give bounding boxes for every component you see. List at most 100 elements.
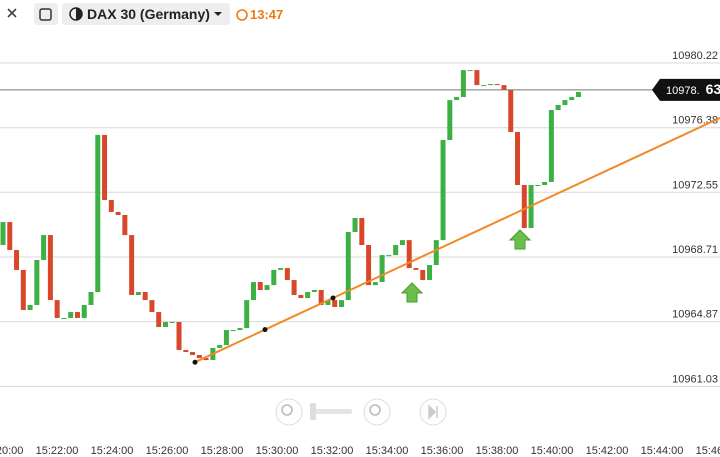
candle-body [162,321,168,328]
candle-body [440,140,446,241]
candle-body [196,355,202,359]
candle-body [508,89,514,132]
candle-body [372,282,378,286]
candle-body [386,255,392,257]
candle-body [494,84,500,86]
current-price-label: 10978. 63 [666,81,720,97]
candle-body [169,321,175,323]
candle-body [535,185,541,187]
candle-body [0,222,6,245]
candle-body [406,240,412,269]
candle-body [230,330,236,332]
layout-icon [39,8,52,21]
candle-body [108,200,114,212]
candle-body [284,268,290,281]
x-tick-label: 15:26:00 [146,445,189,457]
x-tick-label: 15:46:00 [696,445,720,457]
toolbar: DAX 30 (Germany) 13:47 [0,0,720,30]
candle-body [379,255,385,283]
candle-body [298,295,304,299]
candle-body [318,289,324,305]
candle-body [176,321,182,350]
signal-arrow [400,282,424,303]
x-tick-label: 15:42:00 [586,445,629,457]
candle-body [487,84,493,86]
candle-body [129,235,135,296]
x-tick-label: 15:34:00 [366,445,409,457]
instrument-selector[interactable] [62,3,230,25]
countdown-time: 13:47 [250,7,283,22]
candle-body [41,235,47,260]
current-price-main: 10978. [666,85,700,97]
close-icon[interactable] [7,8,17,18]
x-tick-label: 15:22:00 [36,445,79,457]
x-tick-label: 15:32:00 [311,445,354,457]
candle-body [81,304,87,318]
candle-body [190,351,196,356]
trendline-anchor [330,295,336,301]
candle-body [393,244,399,256]
candle-body [339,300,344,307]
candle-body [474,70,480,86]
candle-body [291,280,297,296]
candle-body [521,185,527,228]
candle-body [95,134,101,292]
candle-body [481,85,487,87]
candle-body [548,110,554,182]
candle-body [244,300,250,329]
signal-arrow [508,229,532,250]
current-price-fraction: 63 [706,81,720,97]
candle-body [447,100,453,141]
x-tick-label: 15:44:00 [641,445,684,457]
candle-body [47,235,53,301]
candle-body [332,300,338,307]
trendline-anchor [192,359,198,365]
candle-body [223,330,229,346]
candle-body [515,131,521,186]
candle-body [352,218,358,233]
zoom-in-button[interactable] [363,398,391,426]
zoom-controls [275,398,447,426]
candle-body [156,312,162,328]
candle-body [203,358,209,361]
candle-body [562,100,568,105]
instrument-name: DAX 30 (Germany) [87,6,210,22]
candle-body [34,259,40,305]
candle-body [454,97,460,101]
y-tick-label: 10976.38 [672,115,718,127]
y-tick-label: 10964.87 [672,309,718,321]
candle-body [74,312,80,318]
candle-body [135,291,141,296]
candle-body [359,218,365,245]
candle-body [102,134,108,201]
candle-body [115,211,121,215]
candle-body [555,104,561,111]
candle-body [7,222,13,251]
x-tick-label: 15:38:00 [476,445,519,457]
market-icon-half [76,8,82,20]
candle-body [575,92,581,98]
candle-body [27,304,33,311]
x-tick-label: 15:30:00 [256,445,299,457]
candle-body [366,244,372,286]
candle-body [420,269,426,281]
zoom-out-icon [281,404,293,416]
candle-body [250,282,256,301]
candle-body [501,85,507,90]
zoom-handle[interactable] [310,403,316,420]
candle-body [88,291,94,305]
candle-body [325,300,331,305]
zoom-slider[interactable] [310,409,352,414]
y-tick-label: 10972.55 [672,179,718,191]
candle-body [54,300,60,318]
candle-body [237,328,243,331]
zoom-out-button[interactable] [275,398,303,426]
candle-body [68,312,74,318]
candle-body [14,250,20,270]
candle-body [345,232,351,301]
y-tick-label: 10968.71 [672,244,718,256]
zoom-in-icon [369,404,381,416]
candle-body [413,268,419,270]
